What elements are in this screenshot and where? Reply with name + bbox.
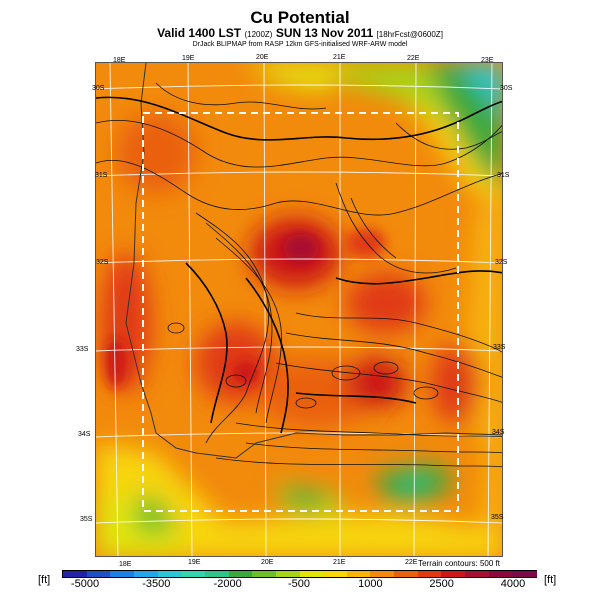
colorbar-tick-label: -3500 xyxy=(142,578,171,590)
coastline xyxy=(125,63,502,459)
colorbar-tick-label: -2000 xyxy=(213,578,242,590)
colorbar-segment xyxy=(465,571,490,577)
map-title: Cu Potential xyxy=(250,8,350,27)
colorbar-segment xyxy=(275,571,301,577)
lat-label-right: 33S xyxy=(493,344,506,351)
colorbar-tick-label: 1000 xyxy=(358,578,383,590)
lon-label-bottom: 20E xyxy=(261,559,274,566)
colorbar-unit-right: [ft] xyxy=(544,574,557,586)
valid-date: SUN 13 Nov 2011 xyxy=(275,26,374,40)
colorbar-segment xyxy=(512,571,537,577)
lon-label-bottom: 18E xyxy=(119,561,132,568)
colorbar-segment xyxy=(181,571,206,577)
colorbar-segment xyxy=(299,571,325,577)
colorbar-segment xyxy=(133,571,159,577)
lon-label-top: 19E xyxy=(182,55,195,62)
colorbar-segment xyxy=(228,571,254,577)
model-credit: DrJack BLIPMAP from RASP 12km GFS-initia… xyxy=(192,41,408,48)
lat-label-left: 30S xyxy=(92,85,105,92)
colorbar-unit-left: [ft] xyxy=(38,574,51,586)
lon-label-top: 18E xyxy=(113,57,126,64)
colorbar-segment xyxy=(323,571,348,577)
lat-label-right: 34S xyxy=(492,429,505,436)
lat-label-right: 30S xyxy=(500,85,513,92)
colorbar-segment xyxy=(488,571,514,577)
lon-label-top: 20E xyxy=(256,54,269,61)
colorbar-tick-label: -500 xyxy=(287,578,311,590)
lon-label-bottom: 21E xyxy=(333,559,346,566)
colorbar-segment xyxy=(370,571,396,577)
colorbar-segment xyxy=(417,571,443,577)
colorbar xyxy=(62,570,537,578)
colorbar-segment xyxy=(252,571,277,577)
lat-lon-grid xyxy=(96,63,502,556)
valid-time-main: Valid 1400 LST xyxy=(157,26,242,40)
terrain-contour-note: Terrain contours: 500 ft xyxy=(418,559,500,568)
lat-label-left: 35S xyxy=(80,516,93,523)
colorbar-segment xyxy=(441,571,466,577)
inner-domain-box xyxy=(142,112,459,512)
valid-time: Valid 1400 LST (1200Z) SUN 13 Nov 2011 [… xyxy=(0,26,600,40)
lat-label-left: 33S xyxy=(76,346,89,353)
lon-label-top: 23E xyxy=(481,57,494,64)
colorbar-segment xyxy=(86,571,112,577)
colorbar-segment xyxy=(346,571,372,577)
colorbar-tick-label: 2500 xyxy=(429,578,454,590)
lat-label-right: 31S xyxy=(497,172,510,179)
terrain-contours xyxy=(96,82,502,468)
colorbar-segment xyxy=(204,571,230,577)
terrain-contours-major xyxy=(96,96,502,434)
colorbar-segment xyxy=(110,571,135,577)
lat-label-right: 32S xyxy=(495,259,508,266)
lat-label-left: 31S xyxy=(95,172,108,179)
lat-label-left: 34S xyxy=(78,431,91,438)
lat-label-left: 32S xyxy=(96,259,109,266)
lon-label-bottom: 22E xyxy=(405,559,418,566)
lon-label-top: 22E xyxy=(407,55,420,62)
lat-label-right: 35S xyxy=(491,514,504,521)
forecast-info: [18hrFcst@0600Z] xyxy=(376,30,443,39)
lon-label-top: 21E xyxy=(333,54,346,61)
lon-label-bottom: 19E xyxy=(188,559,201,566)
colorbar-tick-label: -5000 xyxy=(70,578,100,590)
colorbar-segment xyxy=(63,571,88,577)
valid-time-utc: (1200Z) xyxy=(244,30,273,39)
cu-potential-map xyxy=(95,62,503,557)
colorbar-tick-label: 4000 xyxy=(500,578,526,590)
colorbar-segment xyxy=(157,571,183,577)
cu-potential-field xyxy=(96,63,502,556)
colorbar-segment xyxy=(394,571,419,577)
